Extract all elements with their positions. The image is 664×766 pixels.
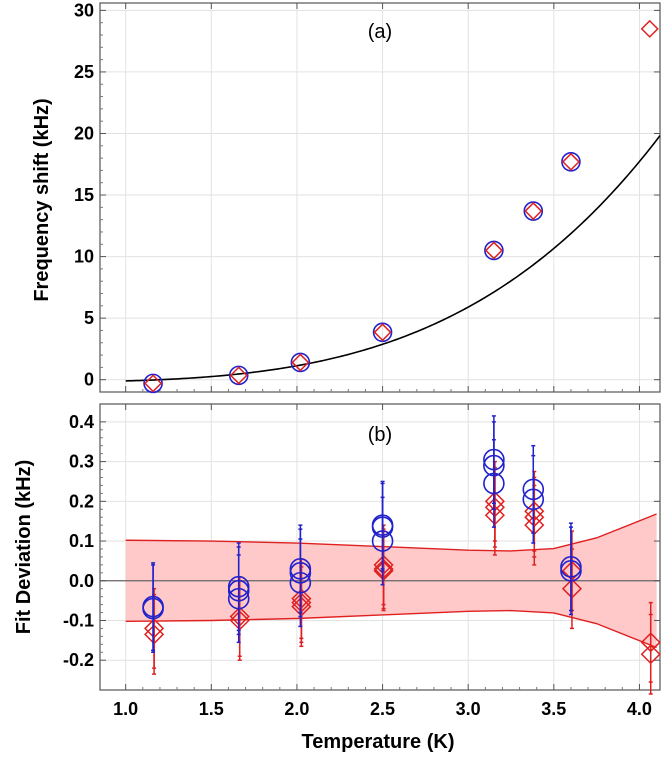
panel-b-y-tick-label: 0.3 bbox=[69, 452, 94, 472]
band-upper-edge bbox=[125, 513, 657, 552]
diamond-marker bbox=[144, 374, 163, 393]
panel-b-y-tick-label: 0.0 bbox=[69, 571, 94, 591]
circle-marker bbox=[142, 597, 164, 620]
diamond-marker bbox=[640, 632, 661, 653]
x-tick-label: 3.0 bbox=[456, 699, 481, 719]
panel-a-ticks: 0 5 10 15 20 25 30 bbox=[74, 0, 660, 392]
circle-marker bbox=[523, 201, 544, 221]
panel-b: 1.0 1.5 2.0 2.5 3.0 3.5 4.0 -0.2 -0.1 0.0 0.1 0.2 0.… bbox=[13, 403, 661, 753]
panel-b-y-tick-label: 0.1 bbox=[69, 531, 94, 551]
diamond-marker bbox=[484, 505, 505, 526]
diamond-marker bbox=[373, 554, 394, 575]
x-tick-label: 4.0 bbox=[627, 699, 652, 719]
circle-marker bbox=[290, 352, 311, 373]
circle-marker bbox=[289, 571, 312, 594]
panel-a-y-tick-label: 0 bbox=[84, 370, 94, 390]
circle-marker bbox=[522, 478, 545, 501]
panel-b-confidence-band bbox=[100, 513, 660, 649]
panel-a: 0 5 10 15 20 25 30 (a) Frequency shift (kHz) bbox=[31, 0, 661, 394]
panel-a-y-tick-label: 15 bbox=[74, 185, 94, 205]
circle-marker bbox=[371, 530, 394, 552]
panel-a-y-tick-label: 30 bbox=[74, 0, 94, 20]
circle-marker bbox=[143, 373, 163, 394]
panel-b-y-tick-label: -0.2 bbox=[63, 650, 94, 670]
panel-b-frame bbox=[99, 403, 661, 691]
panel-a-grid bbox=[100, 3, 660, 392]
fit-curve-line bbox=[125, 135, 661, 382]
diamond-marker bbox=[484, 497, 505, 518]
circle-marker bbox=[483, 472, 505, 495]
diamond-marker bbox=[373, 560, 394, 581]
panel-b-ticks: 1.0 1.5 2.0 2.5 3.0 3.5 4.0 -0.2 -0.1 0.0 0.1 0.2 0.… bbox=[63, 404, 660, 719]
diamond-marker bbox=[640, 19, 659, 38]
diamond-marker bbox=[561, 578, 583, 599]
diamond-marker bbox=[561, 152, 581, 171]
diamond-marker bbox=[144, 618, 165, 639]
diamond-marker bbox=[484, 241, 503, 260]
panel-b-y-axis-title: Fit Deviation (kHz) bbox=[13, 460, 35, 634]
x-tick-label: 1.0 bbox=[113, 699, 138, 719]
circle-marker bbox=[371, 516, 394, 538]
panel-a-markers bbox=[143, 19, 659, 394]
panel-a-frame bbox=[99, 2, 661, 393]
circle-marker bbox=[483, 454, 505, 477]
circle-marker bbox=[483, 448, 505, 471]
circle-marker bbox=[227, 579, 250, 602]
x-tick-label: 2.0 bbox=[284, 699, 309, 719]
panel-b-markers bbox=[142, 415, 661, 695]
diamond-marker bbox=[524, 515, 545, 536]
panel-a-y-tick-label: 10 bbox=[74, 247, 94, 267]
panel-b-label: (b) bbox=[368, 424, 392, 446]
panel-a-y-tick-label: 20 bbox=[74, 123, 94, 143]
diamond-marker bbox=[524, 201, 543, 221]
panel-a-y-tick-label: 25 bbox=[74, 62, 94, 82]
diamond-marker bbox=[291, 592, 312, 613]
x-tick-label: 3.5 bbox=[541, 699, 566, 719]
circle-marker bbox=[561, 152, 581, 172]
diamond-marker bbox=[291, 353, 310, 372]
diamond-marker bbox=[373, 323, 392, 342]
diamond-marker bbox=[229, 366, 248, 385]
circle-marker bbox=[560, 560, 582, 582]
diamond-marker bbox=[144, 624, 165, 645]
panel-a-fit-curve bbox=[125, 135, 661, 382]
panel-a-y-tick-label: 5 bbox=[84, 308, 94, 328]
diamond-marker bbox=[524, 507, 545, 528]
panel-a-y-axis-title: Frequency shift (kHz) bbox=[31, 98, 53, 301]
panel-a-label: (a) bbox=[368, 21, 392, 43]
diamond-marker bbox=[373, 558, 394, 579]
panel-b-y-tick-label: -0.1 bbox=[63, 610, 94, 630]
panel-b-y-tick-label: 0.4 bbox=[69, 412, 94, 432]
x-axis-title: Temperature (K) bbox=[302, 731, 455, 753]
circle-marker bbox=[522, 488, 545, 511]
x-tick-label: 1.5 bbox=[199, 699, 224, 719]
diamond-marker bbox=[229, 606, 250, 627]
panel-b-y-tick-label: 0.2 bbox=[69, 491, 94, 511]
diamond-marker bbox=[291, 588, 312, 609]
x-tick-label: 2.5 bbox=[370, 699, 395, 719]
circle-marker bbox=[227, 587, 250, 610]
diamond-marker bbox=[291, 596, 312, 617]
diamond-marker bbox=[484, 491, 505, 512]
diamond-marker bbox=[229, 610, 250, 631]
diamond-marker bbox=[640, 644, 661, 665]
circle-marker bbox=[289, 562, 312, 584]
